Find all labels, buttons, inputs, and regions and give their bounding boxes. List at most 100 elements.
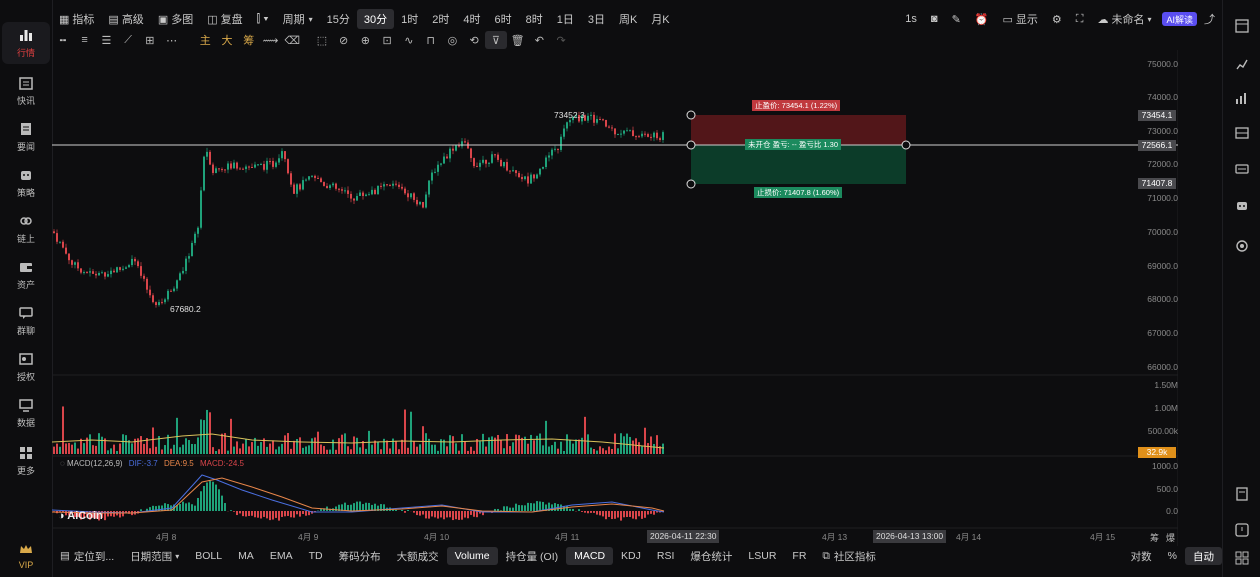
grid-layout-icon[interactable] <box>1233 550 1251 566</box>
sidebar-item-strategy[interactable]: 策略 <box>2 162 50 204</box>
measure-icon[interactable]: ⊡ <box>382 34 392 47</box>
panel-icon[interactable] <box>1233 18 1251 34</box>
tp-handle[interactable] <box>686 110 696 120</box>
entry-handle[interactable] <box>686 140 696 150</box>
advanced-button[interactable]: ▤ 高级 <box>101 9 150 29</box>
indicator-ma[interactable]: MA <box>238 550 254 562</box>
horizontal-lines-icon[interactable]: ≡ <box>81 34 88 46</box>
date-range-dropdown[interactable]: 日期范围 ▾ <box>122 547 187 565</box>
stop-loss-zone[interactable] <box>691 145 906 184</box>
ruler-icon[interactable]: ⟿ <box>262 34 279 47</box>
interval-month[interactable]: 月K <box>651 14 670 26</box>
trades-icon[interactable] <box>1233 161 1251 177</box>
sidebar-item-more[interactable]: 更多 <box>2 440 50 482</box>
eye-icon[interactable]: ◌ <box>60 459 67 468</box>
liquidation-toggle[interactable]: 爆 <box>1166 533 1176 543</box>
list-lines-icon[interactable]: ☰ <box>101 34 112 47</box>
locate-button[interactable]: ▤ 定位到... <box>52 547 122 565</box>
bot-icon[interactable] <box>1233 198 1251 214</box>
vip-button[interactable]: VIP <box>2 540 50 570</box>
cursor-select-icon[interactable]: ⬚ <box>316 34 328 47</box>
parallel-lines-icon[interactable]: ⊞ <box>145 34 155 47</box>
sidebar-item-data[interactable]: 数据 <box>2 392 50 434</box>
zoom-icon[interactable]: ⊕ <box>360 34 370 47</box>
interval-1s-button[interactable]: 1s <box>905 13 917 25</box>
sidebar-item-market[interactable]: 行情 <box>2 22 50 64</box>
indicator-big-trades[interactable]: 大额成交 <box>396 550 439 563</box>
interval-4h[interactable]: 4时 <box>463 14 481 26</box>
alarm-icon[interactable]: ⏰ <box>974 13 989 26</box>
ai-button[interactable]: AI解读 <box>1162 12 1197 26</box>
candlestick-chart[interactable] <box>52 50 1178 546</box>
sidebar-item-assets[interactable]: 资产 <box>2 254 50 296</box>
interval-2h[interactable]: 2时 <box>432 14 450 26</box>
community-indicators-button[interactable]: ⧉ 社区指标 <box>814 547 884 565</box>
period-dropdown[interactable]: 周期 ▾ <box>276 9 320 29</box>
pencil-icon[interactable]: ✎ <box>951 13 961 26</box>
wave-icon[interactable]: ∿ <box>404 34 414 47</box>
sync-icon[interactable]: ⟲ <box>469 34 479 47</box>
indicator-rsi[interactable]: RSI <box>656 550 675 562</box>
interval-week[interactable]: 周K <box>618 14 638 26</box>
big-trade-button[interactable]: 大 <box>221 35 233 47</box>
interval-15m[interactable]: 15分 <box>326 14 350 26</box>
undo-icon[interactable]: ↶ <box>534 34 544 47</box>
multi-chart-button[interactable]: ▣ 多图 <box>151 9 200 29</box>
link-icon[interactable]: ⊘ <box>339 34 349 47</box>
trash-icon[interactable]: 🗑 <box>510 34 525 47</box>
percent-scale-toggle[interactable]: % <box>1167 550 1177 562</box>
interval-1d[interactable]: 1日 <box>556 14 574 26</box>
interval-8h[interactable]: 8时 <box>525 14 543 26</box>
take-profit-label[interactable]: 止盈价: 73454.1 (1.22%) <box>752 100 841 111</box>
sidebar-item-chat[interactable]: 群聊 <box>2 300 50 342</box>
layout-name-dropdown[interactable]: ☁ 未命名 ▾ <box>1090 9 1158 29</box>
indicator-liquidation[interactable]: 爆仓统计 <box>690 550 733 563</box>
interval-30m[interactable]: 30分 <box>356 9 395 29</box>
alert-icon[interactable] <box>1233 522 1251 538</box>
display-button[interactable]: ▭ 显示 <box>995 9 1044 29</box>
magnet-icon[interactable]: ◎ <box>447 34 458 47</box>
main-chart-button[interactable]: 主 <box>199 35 211 47</box>
indicator-volume[interactable]: Volume <box>446 547 498 565</box>
share-icon[interactable]: ⤴ <box>1204 14 1215 26</box>
depth-icon[interactable] <box>1233 90 1251 106</box>
settings-ring-icon[interactable] <box>1233 238 1251 254</box>
watchlist-icon[interactable] <box>1233 56 1251 72</box>
chip-button[interactable]: 筹 <box>243 35 255 47</box>
lock-icon[interactable]: ⊓ <box>426 34 435 47</box>
indicator-ema[interactable]: EMA <box>269 550 293 562</box>
indicator-boll[interactable]: BOLL <box>195 550 223 562</box>
indicator-kdj[interactable]: KDJ <box>621 550 641 562</box>
indicator-chip-distribution[interactable]: 筹码分布 <box>338 550 381 563</box>
fullscreen-icon[interactable]: ⛶ <box>1075 12 1084 25</box>
indicator-macd[interactable]: MACD <box>566 547 614 565</box>
trend-line-icon[interactable]: ⟋ <box>124 33 132 46</box>
notes-icon[interactable] <box>1233 486 1251 502</box>
log-scale-toggle[interactable]: 对数 <box>1130 550 1152 563</box>
indicators-button[interactable]: ▦ 指标 <box>52 9 101 29</box>
chip-toggle[interactable]: 筹 <box>1150 533 1160 543</box>
settings-icon[interactable]: ⚙ <box>1051 13 1062 26</box>
camera-icon[interactable]: ◙ <box>930 13 938 25</box>
replay-button[interactable]: ◫ 复盘 <box>200 9 249 29</box>
stop-loss-label[interactable]: 止损价: 71407.8 (1.60%) <box>754 187 843 198</box>
sidebar-item-news[interactable]: 要闻 <box>2 116 50 158</box>
position-info-label[interactable]: 未开仓 盈亏: -- 盈亏比 1.30 <box>745 139 842 150</box>
indicator-lsur[interactable]: LSUR <box>748 550 777 562</box>
auto-scale-toggle[interactable]: 自动 <box>1185 547 1222 565</box>
orderbook-icon[interactable] <box>1233 125 1251 141</box>
macd-legend[interactable]: ◌ MACD(12,26,9) DIF:-3.7 DEA:9.5 MACD:-2… <box>60 459 244 468</box>
indicator-td[interactable]: TD <box>308 550 323 562</box>
filter-icon[interactable]: ⊽ <box>485 31 507 49</box>
interval-1h[interactable]: 1时 <box>401 14 419 26</box>
indicator-fr[interactable]: FR <box>792 550 807 562</box>
sidebar-item-auth[interactable]: 授权 <box>2 346 50 388</box>
chart-area[interactable]: 75000.0 74000.0 73000.0 72000.0 71000.0 … <box>52 50 1178 546</box>
interval-6h[interactable]: 6时 <box>494 14 512 26</box>
more-dots-icon[interactable]: ⋯ <box>166 34 178 47</box>
sidebar-item-onchain[interactable]: 链上 <box>2 208 50 250</box>
sl-handle[interactable] <box>686 179 696 189</box>
sidebar-item-flash[interactable]: 快讯 <box>2 70 50 112</box>
entry-end-handle[interactable] <box>901 140 911 150</box>
indicator-open-interest[interactable]: 持仓量 (OI) <box>505 550 559 563</box>
